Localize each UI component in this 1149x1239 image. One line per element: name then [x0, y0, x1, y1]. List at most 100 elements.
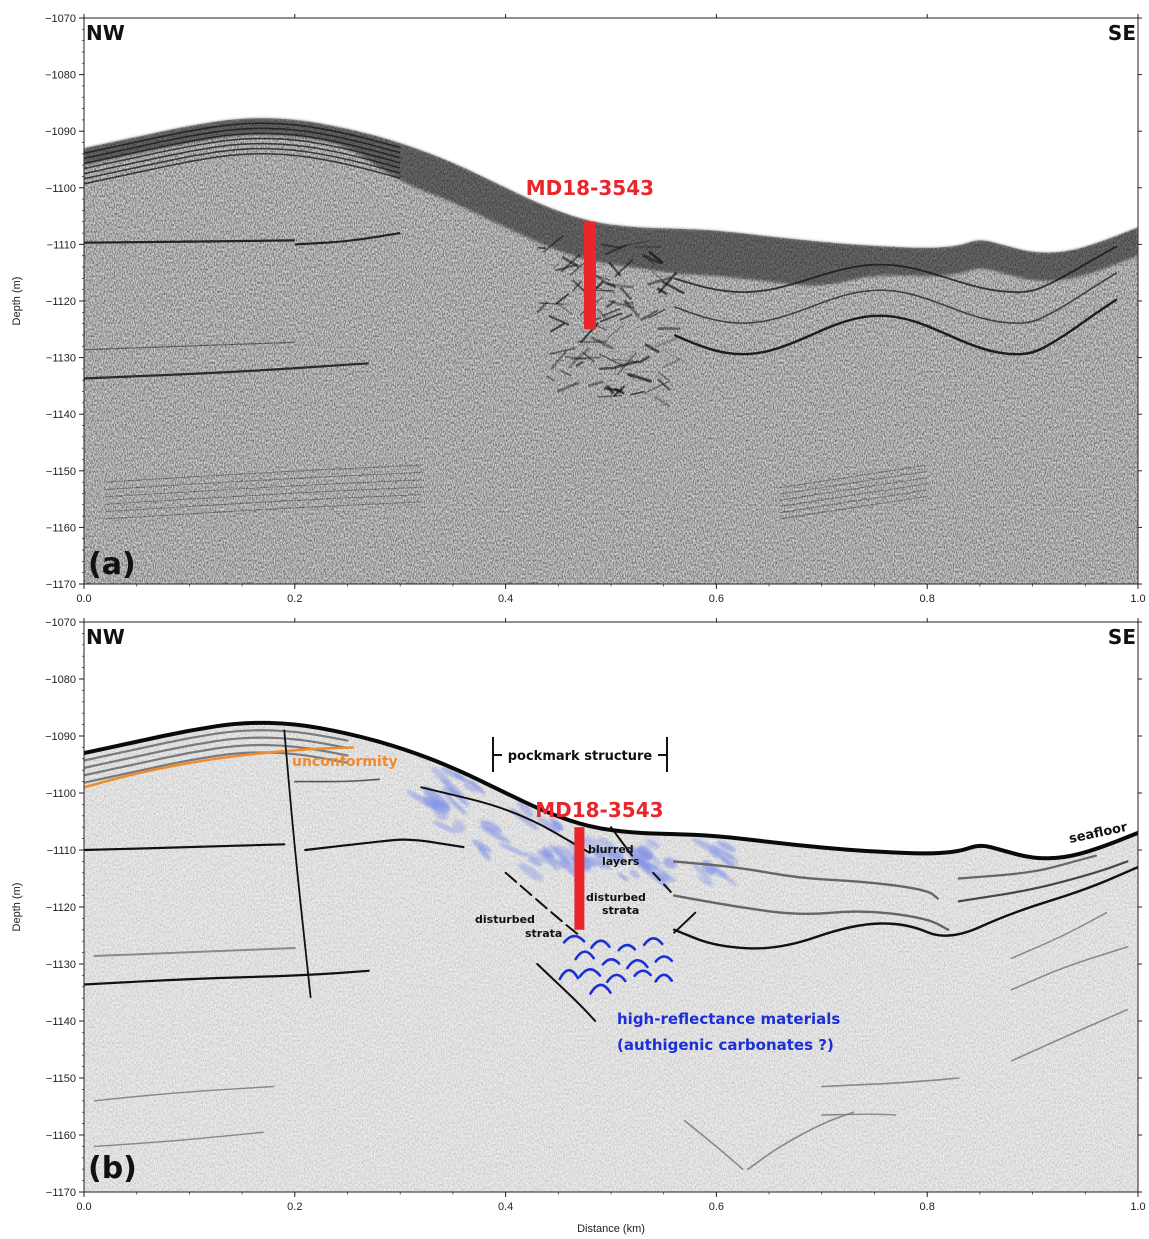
interpreted-reflector: [84, 751, 349, 784]
carbonate-arc: [562, 934, 586, 944]
chaotic-reflection: [552, 263, 559, 270]
se-label: SE: [1108, 625, 1136, 649]
chaotic-reflection: [560, 253, 581, 273]
blurred-patch: [708, 850, 719, 859]
reflector: [779, 495, 928, 520]
chaotic-reflection: [643, 254, 656, 267]
chaotic-reflection: [619, 313, 633, 321]
reflector: [105, 501, 422, 520]
chaotic-reflection: [654, 336, 678, 348]
chaotic-reflection: [538, 302, 567, 305]
interpreted-reflector: [747, 1111, 855, 1170]
y-tick-label: −1130: [46, 353, 76, 365]
reflector: [294, 232, 401, 246]
disturbed-strata-left-label-1: disturbed: [475, 913, 535, 926]
y-tick-label: −1100: [46, 788, 76, 800]
reflector: [779, 477, 928, 501]
blurred-patch: [518, 862, 544, 882]
interpreted-reflector: [304, 838, 465, 852]
high-reflectance-label-1: high-reflectance materials: [617, 1010, 840, 1028]
blurred-patch: [498, 842, 528, 857]
chaotic-reflection: [550, 350, 567, 370]
carbonate-arc: [574, 950, 595, 961]
chaotic-reflection: [661, 280, 685, 295]
x-tick-label: 0.4: [498, 1201, 513, 1213]
blurred-patch: [587, 856, 612, 870]
chaotic-reflection: [587, 380, 604, 388]
interpreted-reflector: [84, 729, 349, 762]
chaotic-reflection: [605, 300, 616, 309]
carbonate-arc: [578, 968, 602, 978]
blurred-patch: [603, 845, 625, 861]
blurred-patch: [454, 774, 475, 786]
chaotic-reflection: [556, 381, 580, 393]
x-tick-label: 0.2: [287, 593, 302, 605]
blurred-patch: [548, 860, 560, 872]
chaotic-reflection: [614, 258, 634, 278]
core-label: MD18-3543: [526, 176, 654, 200]
chaotic-reflection: [571, 356, 601, 361]
reflector: [84, 142, 401, 175]
y-tick-label: −1080: [45, 70, 76, 82]
blurred-patch: [711, 844, 734, 859]
y-tick-label: −1140: [46, 409, 76, 421]
reflector: [779, 470, 928, 495]
axis-ticks: −1070 −1080 −1090 −1100 −1110 −1120 −1130 −1140…: [45, 617, 1146, 1213]
chaotic-reflection: [549, 347, 576, 355]
blurred-patch: [617, 872, 629, 882]
carbonate-arc: [633, 969, 652, 978]
chaotic-reflection: [590, 336, 615, 351]
blurred-patch: [480, 819, 503, 834]
disturbed-strata-right-label-2: strata: [602, 904, 639, 917]
x-axis-title: Distance (km): [577, 1223, 645, 1235]
reflector: [84, 147, 401, 180]
chaotic-reflection: [654, 396, 670, 408]
x-tick-label: 0.4: [498, 593, 513, 605]
chaotic-reflection: [648, 250, 664, 264]
interpreted-reflector: [673, 865, 1138, 950]
reflector: [673, 272, 1118, 324]
chaotic-reflection: [599, 312, 623, 323]
chaotic-reflection: [572, 279, 585, 292]
interpreted-reflector: [536, 963, 597, 1022]
interpreted-reflector: [84, 743, 349, 777]
blurred-patch: [631, 859, 658, 871]
blurred-patch: [592, 847, 606, 860]
blurred-patch: [663, 857, 678, 869]
blurred-patch: [692, 862, 714, 885]
interpreted-reflector: [283, 729, 312, 998]
chaotic-reflection: [643, 380, 670, 395]
blurred-patch: [626, 847, 651, 862]
reflector: [779, 489, 928, 514]
blurred-patch: [639, 844, 662, 866]
interpreted-reflector: [673, 860, 939, 900]
x-tick-label: 1.0: [1130, 1201, 1145, 1213]
y-tick-label: −1130: [46, 959, 76, 971]
chaotic-reflection: [605, 324, 624, 341]
chaotic-reflection: [555, 293, 570, 305]
interpreted-reflector: [504, 871, 581, 937]
nw-label: NW: [86, 21, 125, 45]
interpreted-reflector: [957, 860, 1129, 903]
carbonate-arc: [605, 973, 627, 984]
blurred-patch: [432, 804, 448, 821]
blurred-layers-zone: [406, 766, 739, 889]
x-tick-label: 0.8: [920, 1201, 935, 1213]
reflector: [105, 486, 422, 505]
pockmark-label: pockmark structure: [508, 749, 653, 764]
blurred-patch: [541, 847, 554, 859]
y-tick-label: −1090: [45, 126, 76, 138]
interpreted-reflector: [84, 746, 354, 789]
panel-letter: (a): [88, 547, 136, 582]
interpreted-reflector: [1010, 911, 1108, 960]
interpreted-reflector: [420, 786, 591, 854]
blurred-patch: [422, 786, 451, 810]
chaotic-reflection: [648, 308, 666, 319]
blurred-patch: [536, 816, 559, 833]
interpreted-reflector: [93, 1131, 264, 1148]
blurred-patch: [432, 821, 457, 833]
reflector: [779, 464, 928, 489]
y-tick-label: −1150: [46, 1073, 76, 1085]
chaotic-reflection: [549, 322, 566, 333]
reflector: [84, 341, 295, 351]
